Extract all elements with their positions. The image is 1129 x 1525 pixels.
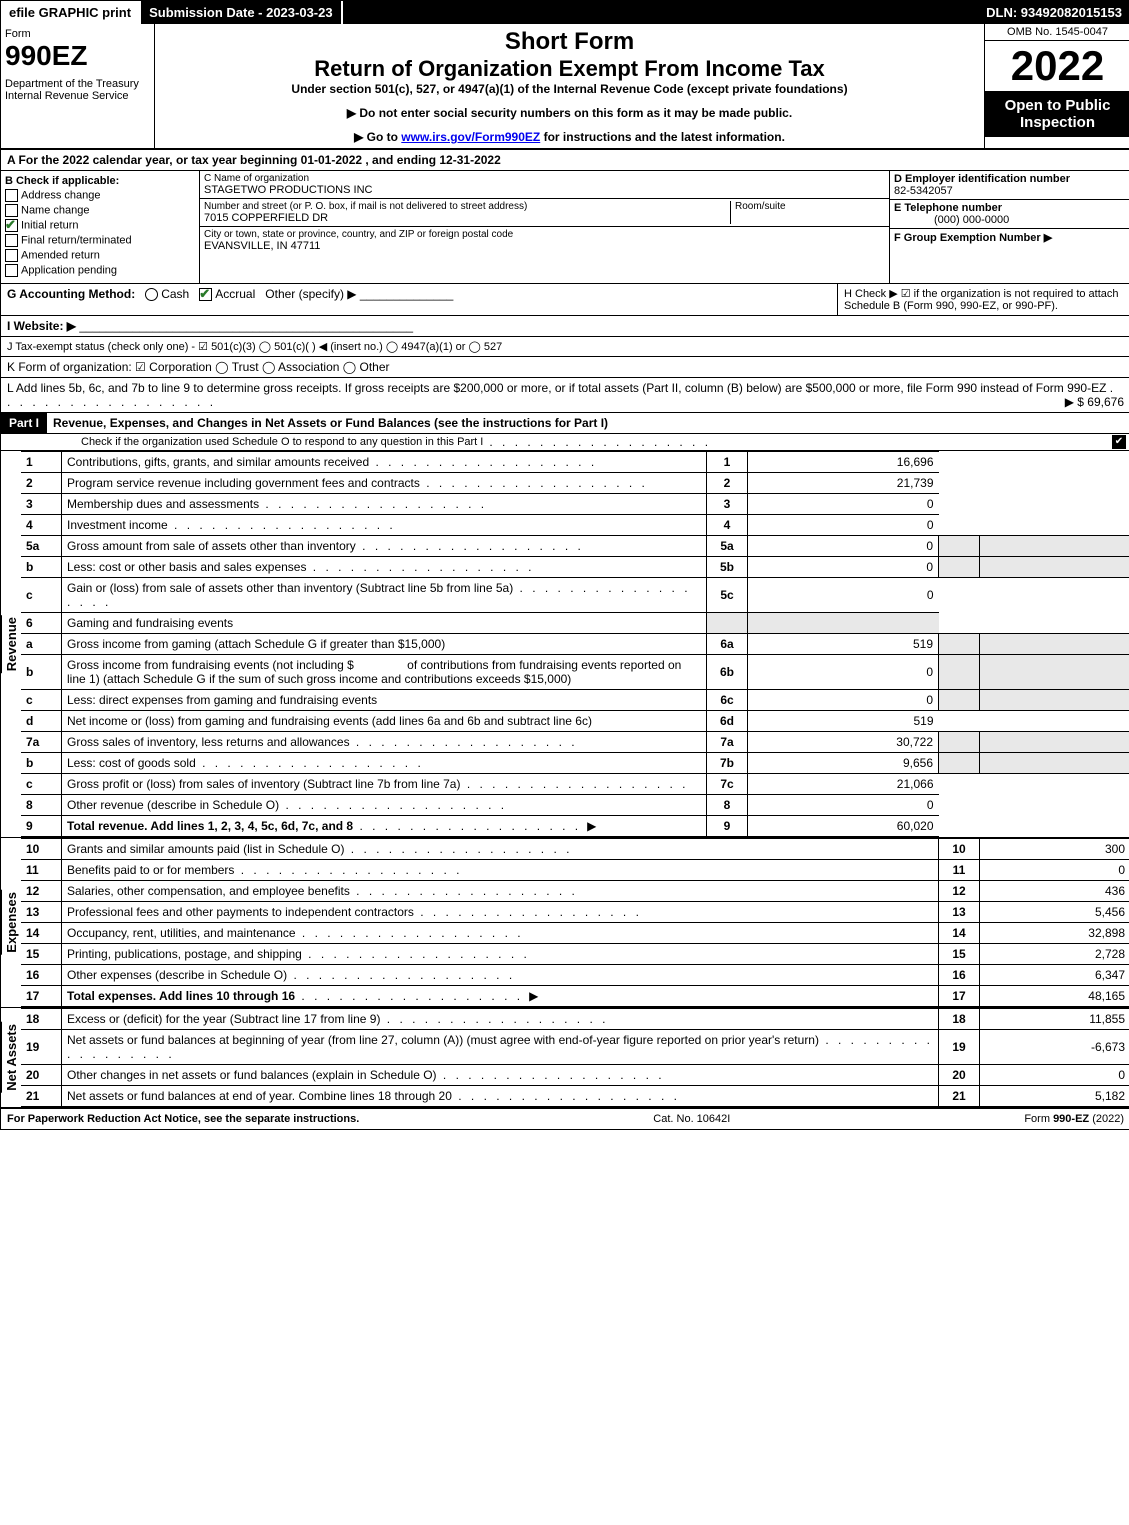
instr-ssn: ▶ Do not enter social security numbers o…: [165, 106, 974, 120]
tax-year: 2022: [985, 41, 1129, 91]
row-h-schedule-b: H Check ▶ ☑ if the organization is not r…: [837, 284, 1129, 315]
netassets-vert-label: Net Assets: [1, 1022, 21, 1093]
footer-catno: Cat. No. 10642I: [359, 1113, 1024, 1125]
radio-cash[interactable]: [145, 288, 158, 301]
instr-goto: ▶ Go to www.irs.gov/Form990EZ for instru…: [165, 130, 974, 144]
row-g-h: G Accounting Method: Cash Accrual Other …: [1, 284, 1129, 316]
omb-number: OMB No. 1545-0047: [985, 24, 1129, 41]
dept-label: Department of the Treasury Internal Reve…: [5, 78, 150, 102]
open-inspection: Open to Public Inspection: [985, 91, 1129, 137]
expenses-table: 10Grants and similar amounts paid (list …: [21, 838, 1129, 1007]
form-footer: For Paperwork Reduction Act Notice, see …: [1, 1109, 1129, 1129]
chk-name-change[interactable]: [5, 204, 18, 217]
under-section: Under section 501(c), 527, or 4947(a)(1)…: [165, 82, 974, 96]
chk-address-change[interactable]: [5, 189, 18, 202]
footer-left: For Paperwork Reduction Act Notice, see …: [7, 1113, 359, 1125]
efile-label: efile GRAPHIC print: [1, 1, 141, 24]
part1-check-icon: ✔: [1112, 435, 1126, 449]
tel: (000) 000-0000: [894, 214, 1009, 226]
dln: DLN: 93492082015153: [978, 1, 1129, 24]
part1-note-row: Check if the organization used Schedule …: [1, 434, 1129, 451]
part1-label: Part I: [1, 413, 47, 433]
netassets-section: Net Assets 18Excess or (deficit) for the…: [1, 1008, 1129, 1109]
tel-label: E Telephone number: [894, 202, 1002, 214]
street: 7015 COPPERFIELD DR: [204, 212, 730, 224]
chk-final-return[interactable]: [5, 234, 18, 247]
footer-right: Form 990-EZ (2022): [1024, 1113, 1124, 1125]
chk-initial-return[interactable]: [5, 219, 18, 232]
expenses-vert-label: Expenses: [1, 890, 21, 955]
part1-header-row: Part I Revenue, Expenses, and Changes in…: [1, 413, 1129, 434]
header-right: OMB No. 1545-0047 2022 Open to Public In…: [984, 24, 1129, 148]
form-label: Form: [5, 28, 150, 40]
part1-title: Revenue, Expenses, and Changes in Net As…: [47, 413, 614, 433]
row-i-website: I Website: ▶ ___________________________…: [1, 316, 1129, 337]
revenue-vert-label: Revenue: [1, 615, 21, 673]
ein: 82-5342057: [894, 185, 953, 197]
city-label: City or town, state or province, country…: [204, 229, 885, 240]
row-k-org-form: K Form of organization: ☑ Corporation ◯ …: [1, 357, 1129, 378]
irs-link[interactable]: www.irs.gov/Form990EZ: [401, 130, 540, 144]
chk-accrual[interactable]: [199, 288, 212, 301]
room-label: Room/suite: [735, 201, 885, 212]
section-c-org-info: C Name of organization STAGETWO PRODUCTI…: [200, 171, 889, 283]
row-g-accounting: G Accounting Method: Cash Accrual Other …: [1, 284, 459, 315]
part1-note: Check if the organization used Schedule …: [1, 434, 489, 450]
form-number: 990EZ: [5, 40, 150, 72]
section-d-ein: D Employer identification number 82-5342…: [889, 171, 1129, 283]
chk-app-pending[interactable]: [5, 264, 18, 277]
city: EVANSVILLE, IN 47711: [204, 240, 885, 252]
expenses-section: Expenses 10Grants and similar amounts pa…: [1, 838, 1129, 1008]
header-center: Short Form Return of Organization Exempt…: [155, 24, 984, 148]
netassets-table: 18Excess or (deficit) for the year (Subt…: [21, 1008, 1129, 1107]
org-name: STAGETWO PRODUCTIONS INC: [204, 184, 885, 196]
group-label: F Group Exemption Number ▶: [894, 232, 1052, 244]
org-block: B Check if applicable: Address change Na…: [1, 171, 1129, 284]
short-form-title: Short Form: [165, 28, 974, 56]
row-a-tax-year: A For the 2022 calendar year, or tax yea…: [1, 150, 1129, 171]
submission-date: Submission Date - 2023-03-23: [141, 1, 343, 24]
main-title: Return of Organization Exempt From Incom…: [165, 56, 974, 82]
header-block: Form 990EZ Department of the Treasury In…: [1, 24, 1129, 150]
section-b-checkboxes: B Check if applicable: Address change Na…: [1, 171, 200, 283]
chk-amended[interactable]: [5, 249, 18, 262]
ein-label: D Employer identification number: [894, 173, 1070, 185]
header-left: Form 990EZ Department of the Treasury In…: [1, 24, 155, 148]
row-j-tax-exempt: J Tax-exempt status (check only one) - ☑…: [1, 337, 1129, 357]
revenue-section: Revenue 1Contributions, gifts, grants, a…: [1, 451, 1129, 838]
row-l-gross-receipts: L Add lines 5b, 6c, and 7b to line 9 to …: [1, 378, 1129, 413]
street-label: Number and street (or P. O. box, if mail…: [204, 201, 730, 212]
revenue-table: 1Contributions, gifts, grants, and simil…: [21, 451, 1129, 837]
top-bar: efile GRAPHIC print Submission Date - 20…: [1, 1, 1129, 24]
org-name-label: C Name of organization: [204, 173, 885, 184]
form-container: efile GRAPHIC print Submission Date - 20…: [0, 0, 1129, 1130]
